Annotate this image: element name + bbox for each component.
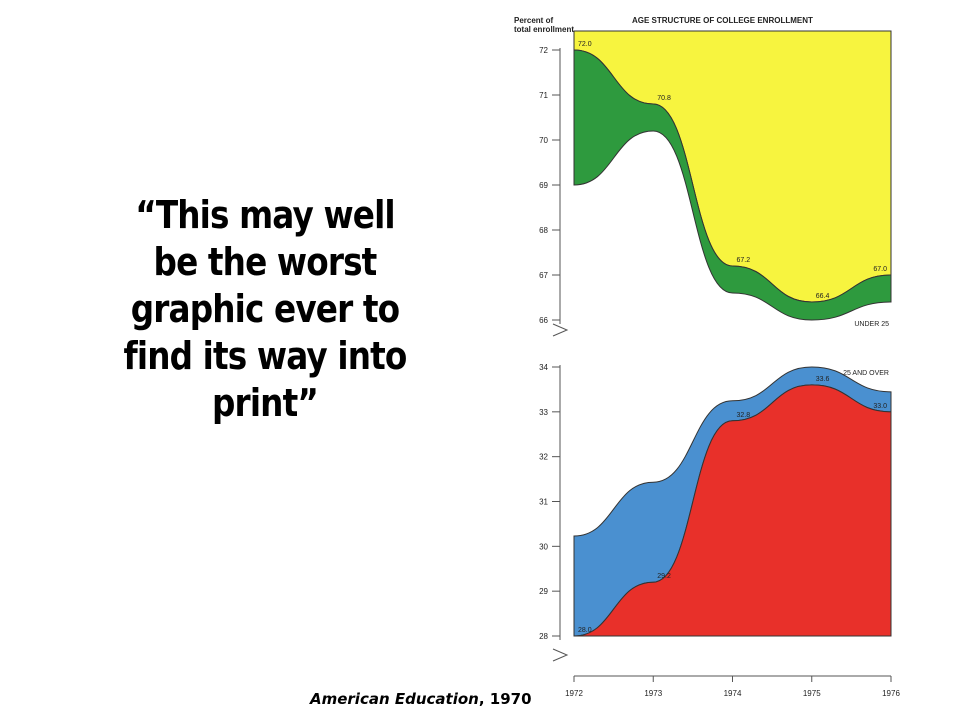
data-label: 66.4 [816, 293, 830, 300]
panel-label: UNDER 25 [854, 321, 889, 328]
axis-break [552, 323, 569, 337]
data-label: 32.8 [737, 412, 751, 419]
quote-line: print” [212, 381, 319, 425]
quote-line: be the worst [153, 240, 378, 284]
chart-title: AGE STRUCTURE OF COLLEGE ENROLLMENT [632, 16, 813, 25]
y-tick-label: 67 [539, 271, 548, 280]
y-tick-label: 70 [539, 136, 548, 145]
quote-text: “This may well be the worst graphic ever… [89, 192, 442, 427]
x-tick-label: 1974 [724, 689, 742, 698]
under25-area [573, 30, 892, 303]
y-tick-label: 31 [539, 498, 548, 507]
y-tick-label: 32 [539, 453, 548, 462]
quote-line: “This may well [135, 193, 395, 237]
data-label: 67.2 [737, 257, 751, 264]
under25-band [573, 49, 892, 321]
y-tick-label: 28 [539, 632, 548, 641]
y-tick-label: 71 [539, 91, 548, 100]
enrollment-chart: Percent of total enrollment AGE STRUCTURE… [514, 16, 900, 698]
y-tick-label: 30 [539, 542, 548, 551]
x-tick-label: 1973 [644, 689, 662, 698]
y-tick-label: 33 [539, 408, 548, 417]
caption-source: American Education [310, 690, 479, 708]
data-label: 72.0 [578, 41, 592, 48]
quote-line: graphic ever to [130, 287, 400, 331]
data-label: 70.8 [657, 95, 671, 102]
over25-area [573, 384, 892, 637]
y-tick-label: 29 [539, 587, 548, 596]
y-axis-label: Percent of total enrollment [514, 16, 574, 34]
data-label: 29.2 [657, 573, 671, 580]
caption-year: , 1970 [478, 690, 532, 708]
y-tick-label: 68 [539, 226, 548, 235]
panel-label: 25 AND OVER [843, 370, 889, 377]
x-tick-label: 1976 [882, 689, 900, 698]
x-tick-label: 1972 [565, 689, 583, 698]
y-tick-label: 66 [539, 316, 548, 325]
data-label: 28.0 [578, 627, 592, 634]
x-tick-label: 1975 [803, 689, 821, 698]
data-label: 67.0 [873, 266, 887, 273]
source-caption: American Education, 1970 [310, 690, 532, 708]
quote-line: find its way into [123, 334, 408, 378]
y-tick-label: 69 [539, 181, 548, 190]
y-tick-label: 72 [539, 46, 548, 55]
data-label: 33.6 [816, 376, 830, 383]
data-label: 33.0 [873, 403, 887, 410]
y-tick-label: 34 [539, 363, 548, 372]
axis-break [552, 648, 569, 662]
